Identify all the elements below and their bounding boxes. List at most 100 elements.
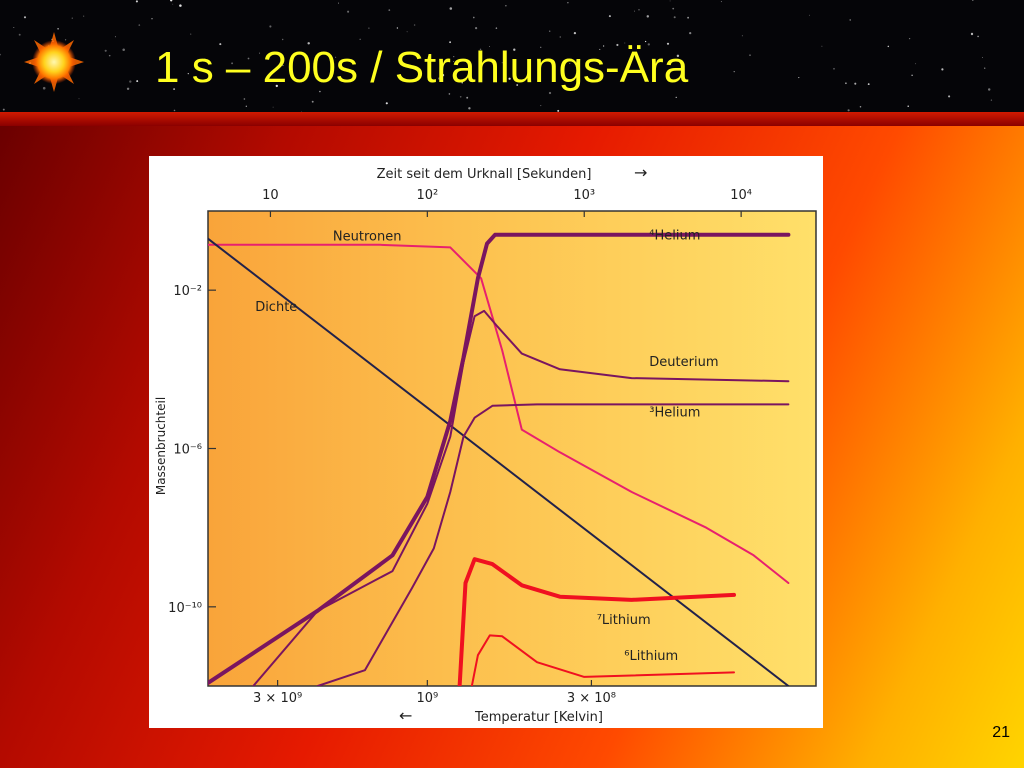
star: [915, 63, 917, 65]
star: [666, 42, 670, 45]
star: [129, 80, 132, 83]
star: [453, 56, 455, 58]
star: [798, 77, 800, 79]
star: [833, 67, 835, 70]
star: [245, 105, 247, 107]
star: [385, 102, 388, 105]
star: [311, 100, 314, 103]
star: [272, 106, 274, 108]
star: [887, 45, 890, 48]
series-label-0: Neutronen: [333, 230, 402, 245]
star: [638, 8, 640, 11]
starfield-background: [0, 0, 993, 112]
star: [449, 7, 453, 10]
star: [173, 88, 176, 91]
star: [972, 0, 974, 1]
chart-svg: Neutronen Dichte ⁴Helium Deuterium ³Helium ⁷L…: [154, 163, 817, 725]
star: [335, 56, 337, 58]
star: [275, 84, 278, 88]
star: [548, 91, 552, 95]
top-axis-label: Zeit seit dem Urknall [Sekunden]: [377, 167, 592, 182]
star: [78, 98, 80, 100]
star: [808, 14, 811, 16]
star: [190, 33, 192, 35]
series-label-3: Deuterium: [649, 355, 718, 370]
star: [135, 0, 138, 3]
star: [501, 62, 503, 64]
star: [441, 73, 445, 77]
series-label-1: Dichte: [255, 300, 297, 315]
star: [231, 62, 234, 65]
star: [71, 17, 73, 19]
y-axis-label: Massenbruchteil: [154, 397, 168, 495]
star: [505, 5, 507, 7]
star: [122, 48, 125, 52]
star: [557, 109, 560, 112]
star: [126, 87, 130, 91]
series-line-6: [470, 634, 735, 686]
star: [359, 38, 361, 40]
star: [508, 77, 511, 80]
star: [23, 16, 27, 19]
star: [513, 48, 516, 51]
star: [453, 61, 455, 62]
star: [83, 15, 85, 17]
slide-header: 1 s – 200s / Strahlungs-Ära: [0, 0, 1024, 112]
top-axis-arrow: →: [634, 163, 647, 182]
star: [282, 38, 284, 41]
star: [438, 77, 441, 80]
star: [18, 33, 21, 36]
star: [849, 19, 851, 21]
star: [461, 82, 463, 84]
bottom-tick-label: 10⁹: [416, 691, 438, 706]
star: [847, 109, 850, 112]
star: [2, 108, 5, 111]
star: [449, 41, 451, 44]
star: [733, 70, 735, 73]
star: [676, 54, 680, 58]
star: [516, 84, 519, 86]
star: [352, 77, 355, 80]
star: [172, 3, 174, 5]
y-tick-label: 10⁻¹⁰: [168, 601, 202, 616]
star: [307, 42, 310, 45]
star: [396, 27, 399, 29]
star: [984, 67, 986, 69]
star: [489, 45, 490, 47]
star: [204, 58, 206, 60]
star: [173, 109, 176, 112]
star: [465, 60, 469, 64]
star: [479, 48, 482, 51]
star: [669, 0, 671, 2]
star: [608, 15, 611, 18]
star: [352, 70, 354, 72]
star: [687, 16, 689, 19]
star: [104, 49, 107, 52]
star: [540, 46, 542, 48]
star: [179, 4, 182, 7]
star: [448, 93, 451, 95]
series-label-4: ³Helium: [649, 405, 700, 420]
star: [908, 37, 911, 40]
star: [567, 2, 569, 4]
y-tick-label: 10⁻²: [173, 284, 202, 299]
star: [948, 95, 951, 98]
star: [495, 27, 498, 29]
sun-icon: [24, 32, 84, 92]
series-labels-layer: Neutronen Dichte ⁴Helium Deuterium ³Helium ⁷L…: [255, 229, 718, 665]
series-label-2: ⁴Helium: [649, 229, 700, 244]
star: [720, 1, 722, 3]
star: [749, 54, 751, 56]
star: [941, 68, 944, 71]
star: [0, 53, 1, 56]
star: [64, 39, 67, 41]
star: [259, 52, 261, 54]
star: [982, 57, 983, 59]
star: [42, 86, 46, 90]
star: [475, 27, 478, 30]
series-line-2: [208, 232, 791, 685]
star: [616, 43, 619, 47]
plot-area: [207, 210, 817, 687]
star: [675, 96, 677, 99]
chart-figure: Neutronen Dichte ⁴Helium Deuterium ³Helium ⁷L…: [149, 156, 823, 728]
